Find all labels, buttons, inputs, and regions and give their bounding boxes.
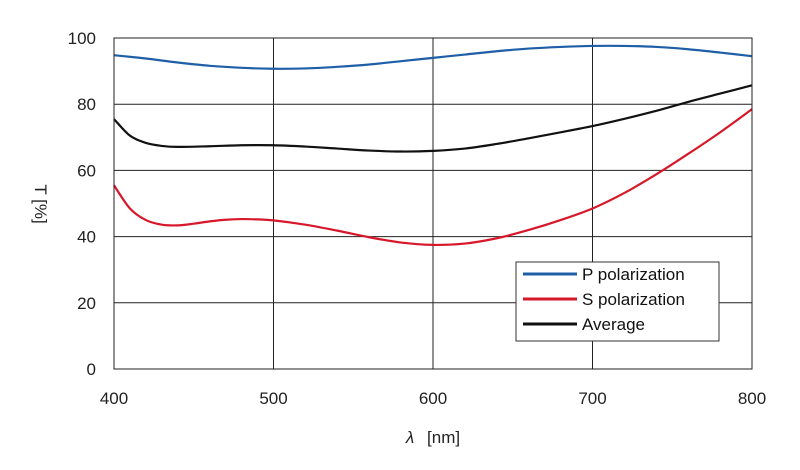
plot-frame — [113, 37, 753, 370]
y-tick-label: 60 — [77, 161, 96, 180]
x-tick-label: 800 — [738, 389, 766, 408]
y-tick-label: 20 — [77, 294, 96, 313]
x-tick-labels: 400 500 600 700 800 — [100, 389, 766, 408]
x-tick-label: 600 — [419, 389, 447, 408]
legend-label-average: Average — [582, 315, 645, 334]
series-layer — [113, 44, 753, 247]
y-tick-label: 80 — [77, 95, 96, 114]
x-axis-label: λ [nm] — [405, 428, 460, 447]
series-line-p-polarization — [113, 44, 753, 70]
x-tick-label: 500 — [259, 389, 287, 408]
legend-label-s-polarization: S polarization — [582, 290, 685, 309]
legend: P polarization S polarization Average — [515, 261, 720, 342]
x-tick-label: 400 — [100, 389, 128, 408]
y-tick-labels: 0 20 40 60 80 100 — [68, 29, 96, 379]
y-tick-label: 40 — [77, 228, 96, 247]
legend-label-p-polarization: P polarization — [582, 265, 685, 284]
series-line-s-polarization — [113, 108, 753, 247]
x-axis-symbol: λ — [405, 428, 414, 447]
series-line-average — [113, 84, 753, 153]
y-tick-label: 100 — [68, 29, 96, 48]
x-axis-unit: [nm] — [427, 428, 460, 447]
y-axis-label: T [%] — [31, 184, 50, 223]
x-tick-label: 700 — [578, 389, 606, 408]
y-tick-label: 0 — [87, 360, 96, 379]
